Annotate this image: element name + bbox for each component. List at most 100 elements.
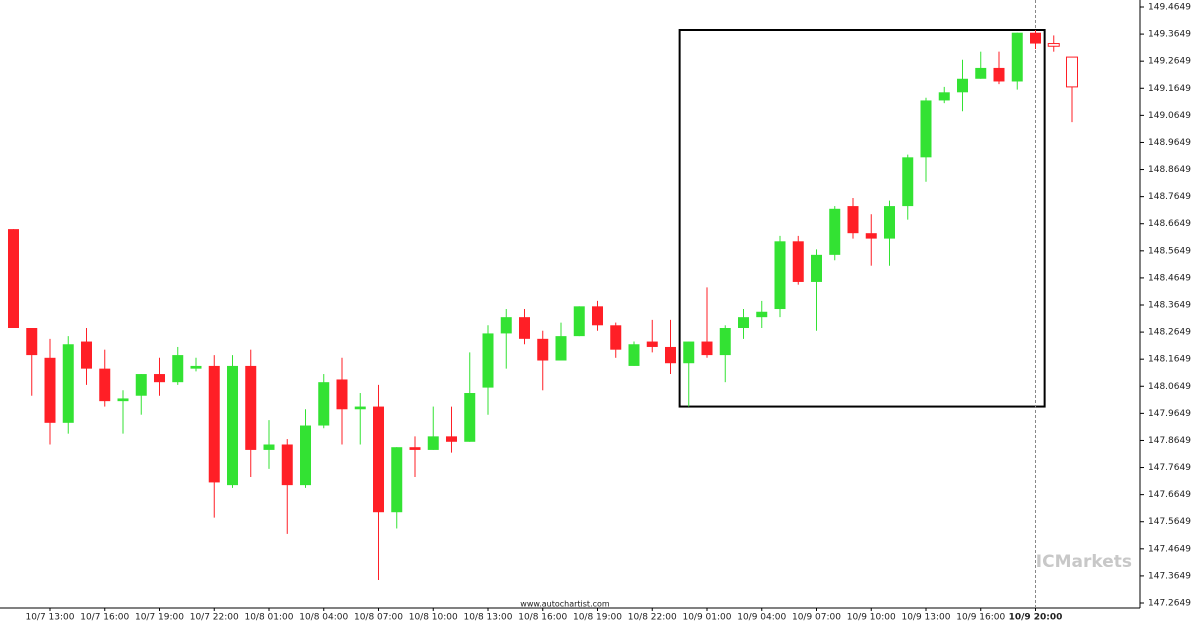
candle-body: [665, 346, 676, 364]
x-tick-label: 10/8 22:00: [628, 613, 677, 623]
candle-body: [646, 341, 658, 347]
y-tick-label: 147.6649: [1148, 490, 1191, 500]
candle-body: [336, 379, 348, 410]
candle-body: [354, 406, 366, 410]
candle-body: [99, 368, 111, 402]
y-tick-label: 149.4649: [1148, 3, 1191, 13]
candle-body: [281, 444, 293, 486]
x-tick-label: 10/8 01:00: [244, 613, 293, 623]
candle-body: [829, 208, 841, 255]
candle-body: [190, 365, 202, 369]
candle-body: [1066, 56, 1078, 88]
candle-body: [756, 311, 768, 318]
y-tick-label: 147.9649: [1148, 409, 1191, 419]
candle-body: [263, 444, 275, 450]
x-tick-label: 10/7 13:00: [25, 613, 74, 623]
y-tick-label: 149.3649: [1148, 30, 1191, 40]
candle-body: [208, 365, 220, 483]
candle-body: [555, 336, 567, 361]
candle-body: [1011, 32, 1023, 82]
candle-body: [811, 254, 822, 282]
candle-body: [902, 157, 914, 207]
x-tick-label: 10/8 10:00: [409, 613, 458, 623]
candle-body: [8, 229, 19, 329]
x-tick-label: 10/9 04:00: [737, 613, 786, 623]
watermark: ICMarkets: [1036, 552, 1132, 572]
y-tick-label: 147.8649: [1148, 436, 1191, 446]
x-tick-label: 10/8 19:00: [573, 613, 622, 623]
candle-body: [318, 382, 330, 426]
y-tick-label: 148.8649: [1148, 165, 1191, 175]
y-tick-label: 147.3649: [1148, 571, 1191, 581]
candle-body: [154, 374, 165, 383]
candle-body: [519, 317, 530, 339]
candle-body: [610, 325, 622, 350]
candle-body: [719, 328, 731, 356]
y-tick-label: 148.4649: [1148, 273, 1191, 283]
candle-body: [683, 341, 695, 364]
candle-body: [975, 67, 987, 79]
candle-body: [62, 344, 74, 423]
candle-body: [500, 317, 512, 334]
x-tick-label: 10/7 22:00: [190, 613, 239, 623]
candle-body: [446, 436, 457, 442]
candle-body: [592, 306, 603, 326]
pattern-box: [678, 29, 1046, 408]
candle-body: [135, 374, 147, 396]
candle-body: [774, 241, 786, 310]
x-tick-label: 10/9 01:00: [682, 613, 731, 623]
y-tick-label: 148.3649: [1148, 301, 1191, 311]
candle-body: [245, 365, 257, 450]
candle-body: [172, 355, 184, 383]
candle-body: [537, 338, 549, 361]
candle-body: [81, 341, 92, 369]
candle-body: [44, 357, 56, 423]
y-tick-label: 148.0649: [1148, 382, 1191, 392]
x-tick-label: 10/9 07:00: [792, 613, 841, 623]
y-tick-label: 147.5649: [1148, 517, 1191, 527]
x-tick-label: 10/7 16:00: [80, 613, 129, 623]
y-tick-label: 148.1649: [1148, 355, 1191, 365]
y-tick-label: 148.9649: [1148, 138, 1191, 148]
candle-body: [409, 447, 421, 450]
x-tick-label: 10/9 13:00: [901, 613, 950, 623]
candle-body: [847, 206, 859, 234]
y-tick-label: 148.6649: [1148, 219, 1191, 229]
x-tick-label: 10/8 04:00: [299, 613, 348, 623]
candle-body: [573, 306, 585, 337]
candle-body: [738, 317, 749, 329]
candle-body: [482, 333, 494, 388]
candle-body: [792, 241, 804, 282]
candle-body: [26, 328, 38, 356]
x-tick-label: 10/9 20:00: [1009, 613, 1063, 623]
y-tick-label: 149.1649: [1148, 84, 1191, 94]
candle-body: [391, 447, 403, 513]
candle-body: [920, 100, 932, 158]
candle-body: [957, 78, 968, 93]
candle-body: [993, 67, 1005, 82]
y-tick-label: 148.2649: [1148, 328, 1191, 338]
candle-body: [117, 398, 129, 402]
candle-body: [1030, 32, 1041, 44]
x-tick-label: 10/9 16:00: [956, 613, 1005, 623]
x-tick-label: 10/8 16:00: [518, 613, 567, 623]
x-tick-label: 10/8 07:00: [354, 613, 403, 623]
y-tick-label: 147.7649: [1148, 463, 1191, 473]
y-tick-label: 149.0649: [1148, 111, 1191, 121]
y-tick-label: 148.5649: [1148, 246, 1191, 256]
y-tick-label: 149.2649: [1148, 57, 1191, 67]
candle-body: [427, 436, 439, 450]
x-tick-label: 10/9 10:00: [847, 613, 896, 623]
candle-body: [1047, 43, 1060, 47]
candle-body: [884, 206, 895, 239]
x-tick-label: 10/7 19:00: [135, 613, 184, 623]
y-tick-label: 147.4649: [1148, 544, 1191, 554]
x-tick-label: 10/8 13:00: [463, 613, 512, 623]
source: www.autochartist.com: [520, 600, 610, 609]
candle-body: [373, 406, 384, 513]
candle-body: [300, 425, 311, 486]
candle-body: [227, 365, 238, 486]
candle-body: [701, 341, 713, 356]
candle-body: [628, 344, 640, 366]
